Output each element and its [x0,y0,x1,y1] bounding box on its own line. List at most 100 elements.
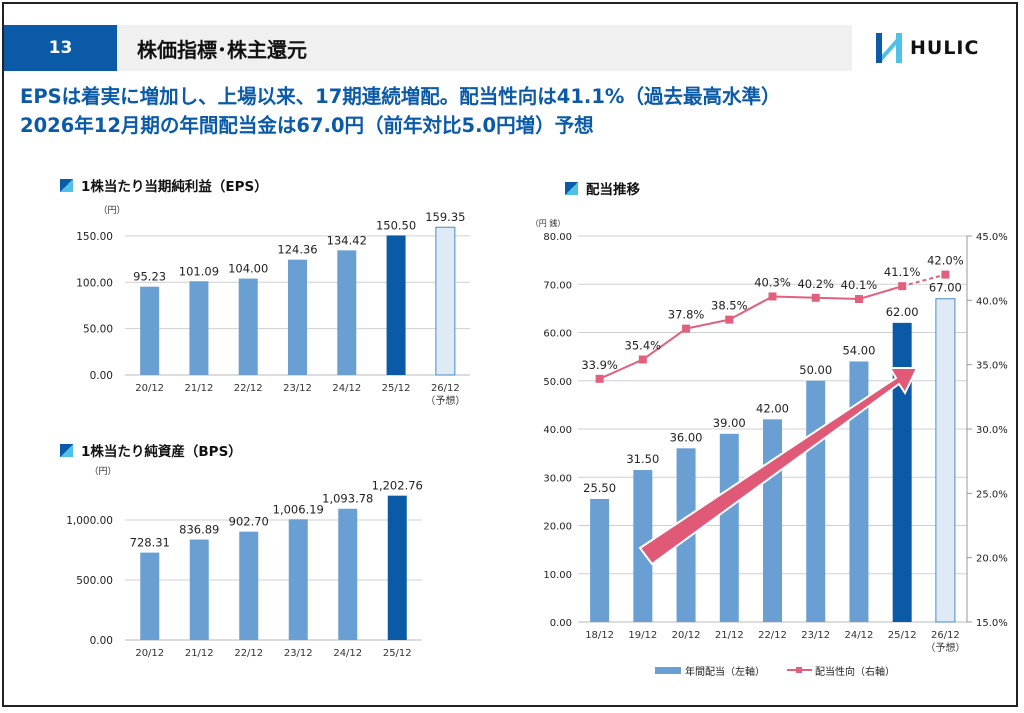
bps-x-tick: 20/12 [135,648,164,659]
page-title: 株価指標･株主還元 [137,37,307,62]
dividend-y-unit: （円 銭） [531,218,566,228]
dividend-bar-label: 67.00 [929,281,962,295]
dividend-y-tick: 50.00 [543,377,572,388]
dividend-y-tick: 20.00 [543,522,572,533]
dividend-y-tick: 0.00 [550,618,572,629]
eps-x-tick: 23/12 [283,383,312,394]
dividend-bar [763,419,782,622]
dividend-y2-tick: 45.0% [976,232,1008,243]
payout-ratio-label: 40.1% [841,278,878,292]
payout-ratio-line-segment [642,327,687,361]
payout-ratio-line-segment [815,296,859,301]
dividend-x-tick: 18/12 [585,630,614,641]
dividend-y-tick: 30.00 [543,473,572,484]
eps-data-label: 159.35 [425,210,465,224]
dividend-bar-label: 25.50 [583,481,616,495]
dividend-bar-label: 42.00 [756,401,789,415]
headline-line-2: 2026年12月期の年間配当金は67.0円（前年対比5.0円増）予想 [20,114,594,137]
bps-x-tick: 22/12 [234,648,263,659]
dividend-y2-tick: 20.0% [976,554,1008,565]
legend-line-marker [796,667,802,673]
eps-x-tick: 20/12 [135,383,164,394]
eps-x-tick: 21/12 [185,383,214,394]
payout-ratio-line-segment [858,285,903,301]
dividend-title-text: 配当推移 [586,182,640,198]
bps-data-label: 1,006.19 [273,502,324,516]
bps-data-label: 728.31 [130,536,170,550]
bps-bar [239,531,259,640]
eps-x-tick: 22/12 [234,383,263,394]
dividend-bar-label: 31.50 [626,452,659,466]
dividend-x-tick: 19/12 [628,630,657,641]
section-marker-icon [60,443,73,457]
page-number: 13 [4,25,117,71]
payout-ratio-label: 38.5% [711,299,748,313]
legend-dividend-label: 年間配当（左軸） [685,665,765,678]
eps-data-label: 95.23 [133,270,166,284]
dividend-x-tick: 24/12 [845,630,874,641]
eps-y-tick: 50.00 [83,324,113,336]
eps-bar [288,259,307,375]
dividend-x-tick: 22/12 [758,630,787,641]
payout-ratio-line-segment [685,318,730,330]
dividend-x-tick: 25/12 [888,630,917,641]
payout-ratio-label: 33.9% [581,358,618,372]
dividend-x-tick: 23/12 [801,630,830,641]
section-marker-icon [565,181,578,195]
payout-ratio-marker [854,295,863,304]
dividend-x-tick: 26/12 [931,630,960,641]
dividend-bar-label: 36.00 [670,430,703,444]
dividend-y2-tick: 40.0% [976,296,1008,307]
headline-line-1: EPSは着実に増加し、上場以来、17期連続増配。配当性向は41.1%（過去最高水… [20,85,781,108]
dividend-y-tick: 10.00 [543,570,572,581]
eps-bar [189,281,209,375]
dividend-bar-label: 50.00 [799,363,832,377]
payout-ratio-label: 35.4% [625,339,662,353]
eps-data-label: 101.09 [179,264,219,278]
eps-title-text: 1株当たり当期純利益（EPS） [81,179,268,195]
bps-x-tick: 24/12 [333,648,362,659]
payout-ratio-label: 41.1% [884,265,921,279]
payout-ratio-marker [638,355,647,364]
logo-text: HULIC [910,37,980,59]
bps-bar [189,539,209,640]
payout-ratio-marker [811,293,820,302]
eps-x-tick: 26/12 [431,383,460,394]
eps-bar [140,286,160,375]
payout-ratio-line-segment [772,295,816,299]
eps-bar [386,235,406,375]
dividend-bar [849,361,869,622]
payout-ratio-marker [595,374,604,383]
dividend-bar-label: 39.00 [713,416,746,430]
payout-ratio-label: 42.0% [927,254,964,268]
eps-section-title: 1株当たり当期純利益（EPS） [60,175,268,195]
eps-y-unit: （円） [98,205,125,216]
dividend-y2-tick: 35.0% [976,361,1008,372]
payout-ratio-marker [682,324,691,333]
bps-title-text: 1株当たり純資産（BPS） [81,444,242,460]
dividend-bar-label: 62.00 [886,305,919,319]
bps-x-tick: 25/12 [383,648,412,659]
bps-section-title: 1株当たり純資産（BPS） [60,440,242,460]
dividend-bar [935,298,956,623]
bps-y-tick: 1,000.00 [66,515,113,527]
bps-data-label: 1,093.78 [322,492,373,506]
legend-bar-swatch [655,667,681,674]
dividend-y-tick: 80.00 [543,232,572,243]
eps-x-tick: （予想） [425,394,465,407]
dividend-bar [719,433,739,622]
dividend-y-tick: 70.00 [543,280,572,291]
legend-ratio-label: 配当性向（右軸） [815,665,895,678]
payout-ratio-marker [725,315,734,324]
page-title-bar: 株価指標･株主還元 [117,25,852,71]
eps-y-tick: 100.00 [76,277,113,289]
payout-ratio-label: 40.3% [754,275,791,289]
bps-data-label: 1,202.76 [372,479,423,493]
dividend-bar-label: 54.00 [842,343,875,357]
payout-ratio-label: 37.8% [668,308,705,322]
payout-ratio-marker [768,292,777,301]
dividend-y-tick: 40.00 [543,425,572,436]
payout-ratio-label: 40.2% [797,277,834,291]
bps-bar [140,552,160,640]
